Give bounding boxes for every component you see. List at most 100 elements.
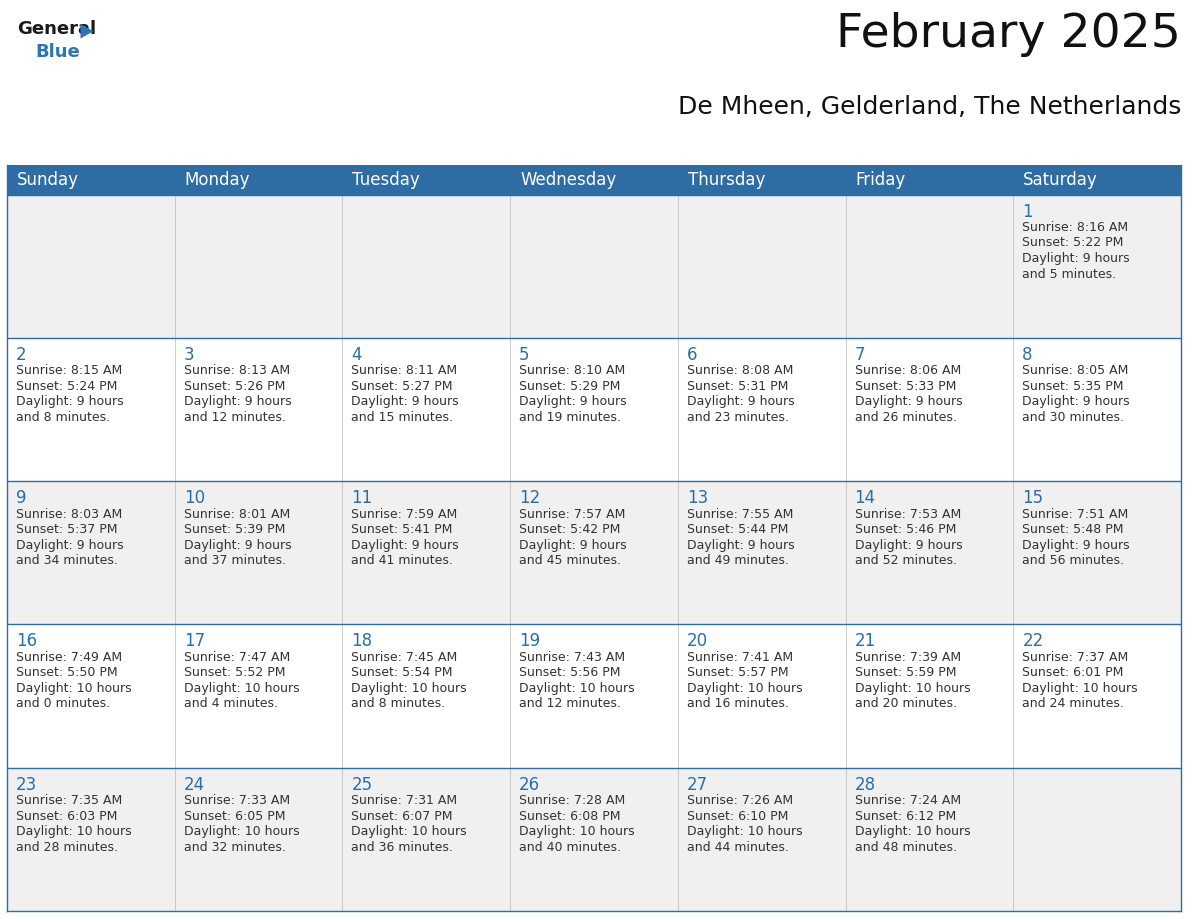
- Text: Daylight: 10 hours: Daylight: 10 hours: [184, 825, 299, 838]
- Text: Sunrise: 7:37 AM: Sunrise: 7:37 AM: [1023, 651, 1129, 664]
- Text: and 16 minutes.: and 16 minutes.: [687, 698, 789, 711]
- Text: and 8 minutes.: and 8 minutes.: [15, 410, 110, 424]
- Bar: [678, 165, 846, 195]
- Text: 26: 26: [519, 776, 541, 794]
- Text: Sunrise: 7:26 AM: Sunrise: 7:26 AM: [687, 794, 792, 807]
- Text: Daylight: 10 hours: Daylight: 10 hours: [687, 825, 802, 838]
- Text: Sunrise: 7:45 AM: Sunrise: 7:45 AM: [352, 651, 457, 664]
- Text: and 12 minutes.: and 12 minutes.: [519, 698, 621, 711]
- Text: Sunset: 5:46 PM: Sunset: 5:46 PM: [854, 523, 956, 536]
- Text: Daylight: 9 hours: Daylight: 9 hours: [1023, 396, 1130, 409]
- Text: Sunday: Sunday: [17, 171, 78, 189]
- Text: Daylight: 10 hours: Daylight: 10 hours: [519, 825, 634, 838]
- Text: Sunset: 5:33 PM: Sunset: 5:33 PM: [854, 380, 956, 393]
- Text: Sunset: 5:35 PM: Sunset: 5:35 PM: [1023, 380, 1124, 393]
- Text: and 26 minutes.: and 26 minutes.: [854, 410, 956, 424]
- Text: 17: 17: [184, 633, 204, 650]
- Text: Sunrise: 7:41 AM: Sunrise: 7:41 AM: [687, 651, 792, 664]
- Text: Sunset: 5:37 PM: Sunset: 5:37 PM: [15, 523, 118, 536]
- Text: Sunset: 5:54 PM: Sunset: 5:54 PM: [352, 666, 453, 679]
- Text: Sunrise: 8:10 AM: Sunrise: 8:10 AM: [519, 364, 625, 377]
- Text: 20: 20: [687, 633, 708, 650]
- Text: Sunset: 5:57 PM: Sunset: 5:57 PM: [687, 666, 789, 679]
- Text: Sunset: 5:27 PM: Sunset: 5:27 PM: [352, 380, 453, 393]
- Text: Friday: Friday: [855, 171, 905, 189]
- Text: Daylight: 10 hours: Daylight: 10 hours: [352, 682, 467, 695]
- Text: and 40 minutes.: and 40 minutes.: [519, 841, 621, 854]
- Text: and 34 minutes.: and 34 minutes.: [15, 554, 118, 567]
- Text: Sunset: 5:41 PM: Sunset: 5:41 PM: [352, 523, 453, 536]
- Text: 11: 11: [352, 489, 373, 507]
- Text: Daylight: 10 hours: Daylight: 10 hours: [15, 682, 132, 695]
- Text: 13: 13: [687, 489, 708, 507]
- Text: and 37 minutes.: and 37 minutes.: [184, 554, 286, 567]
- Text: Daylight: 9 hours: Daylight: 9 hours: [1023, 539, 1130, 552]
- Text: Daylight: 10 hours: Daylight: 10 hours: [854, 682, 971, 695]
- Text: Sunset: 5:22 PM: Sunset: 5:22 PM: [1023, 237, 1124, 250]
- Text: 8: 8: [1023, 346, 1032, 364]
- Text: Sunset: 6:10 PM: Sunset: 6:10 PM: [687, 810, 788, 823]
- Text: Daylight: 9 hours: Daylight: 9 hours: [184, 396, 291, 409]
- Text: Sunset: 6:08 PM: Sunset: 6:08 PM: [519, 810, 620, 823]
- Text: Daylight: 10 hours: Daylight: 10 hours: [352, 825, 467, 838]
- Bar: [7, 165, 175, 195]
- Text: Sunrise: 7:59 AM: Sunrise: 7:59 AM: [352, 508, 457, 521]
- Text: and 8 minutes.: and 8 minutes.: [352, 698, 446, 711]
- Text: Sunrise: 8:05 AM: Sunrise: 8:05 AM: [1023, 364, 1129, 377]
- Text: and 4 minutes.: and 4 minutes.: [184, 698, 278, 711]
- Text: Sunset: 5:24 PM: Sunset: 5:24 PM: [15, 380, 118, 393]
- Text: Daylight: 10 hours: Daylight: 10 hours: [1023, 682, 1138, 695]
- Text: Sunrise: 7:24 AM: Sunrise: 7:24 AM: [854, 794, 961, 807]
- Text: Sunrise: 8:11 AM: Sunrise: 8:11 AM: [352, 364, 457, 377]
- Text: 4: 4: [352, 346, 362, 364]
- Text: Sunset: 5:44 PM: Sunset: 5:44 PM: [687, 523, 788, 536]
- Text: 3: 3: [184, 346, 195, 364]
- Text: Sunrise: 8:01 AM: Sunrise: 8:01 AM: [184, 508, 290, 521]
- Text: Sunrise: 7:55 AM: Sunrise: 7:55 AM: [687, 508, 794, 521]
- Text: Monday: Monday: [184, 171, 251, 189]
- Text: Daylight: 9 hours: Daylight: 9 hours: [854, 539, 962, 552]
- Text: 25: 25: [352, 776, 373, 794]
- Text: Sunrise: 7:57 AM: Sunrise: 7:57 AM: [519, 508, 626, 521]
- Text: Daylight: 9 hours: Daylight: 9 hours: [687, 396, 795, 409]
- Text: General: General: [17, 20, 96, 38]
- Text: Sunset: 6:01 PM: Sunset: 6:01 PM: [1023, 666, 1124, 679]
- Text: Daylight: 10 hours: Daylight: 10 hours: [519, 682, 634, 695]
- Text: Daylight: 9 hours: Daylight: 9 hours: [15, 396, 124, 409]
- Text: and 12 minutes.: and 12 minutes.: [184, 410, 285, 424]
- Text: 1: 1: [1023, 203, 1032, 220]
- Bar: [7, 767, 1181, 911]
- Text: Saturday: Saturday: [1023, 171, 1098, 189]
- Text: 21: 21: [854, 633, 876, 650]
- Text: Sunset: 5:39 PM: Sunset: 5:39 PM: [184, 523, 285, 536]
- Text: Sunrise: 7:35 AM: Sunrise: 7:35 AM: [15, 794, 122, 807]
- Bar: [7, 624, 1181, 767]
- Text: Sunset: 6:07 PM: Sunset: 6:07 PM: [352, 810, 453, 823]
- Text: Wednesday: Wednesday: [520, 171, 617, 189]
- Text: Sunrise: 7:39 AM: Sunrise: 7:39 AM: [854, 651, 961, 664]
- Text: Sunrise: 8:06 AM: Sunrise: 8:06 AM: [854, 364, 961, 377]
- Text: 22: 22: [1023, 633, 1043, 650]
- Text: Sunrise: 7:28 AM: Sunrise: 7:28 AM: [519, 794, 625, 807]
- Text: 24: 24: [184, 776, 204, 794]
- Text: Sunrise: 7:51 AM: Sunrise: 7:51 AM: [1023, 508, 1129, 521]
- Text: Sunset: 5:56 PM: Sunset: 5:56 PM: [519, 666, 620, 679]
- Text: Sunset: 6:05 PM: Sunset: 6:05 PM: [184, 810, 285, 823]
- Text: Sunset: 5:29 PM: Sunset: 5:29 PM: [519, 380, 620, 393]
- Text: and 49 minutes.: and 49 minutes.: [687, 554, 789, 567]
- Text: and 48 minutes.: and 48 minutes.: [854, 841, 956, 854]
- Text: Daylight: 9 hours: Daylight: 9 hours: [854, 396, 962, 409]
- Bar: [7, 338, 1181, 481]
- Text: Sunrise: 8:08 AM: Sunrise: 8:08 AM: [687, 364, 794, 377]
- Text: 2: 2: [15, 346, 26, 364]
- Text: 27: 27: [687, 776, 708, 794]
- Text: 15: 15: [1023, 489, 1043, 507]
- Text: Sunset: 5:59 PM: Sunset: 5:59 PM: [854, 666, 956, 679]
- Polygon shape: [81, 24, 94, 39]
- Text: Sunrise: 7:49 AM: Sunrise: 7:49 AM: [15, 651, 122, 664]
- Text: Daylight: 9 hours: Daylight: 9 hours: [15, 539, 124, 552]
- Text: Daylight: 9 hours: Daylight: 9 hours: [687, 539, 795, 552]
- Text: and 32 minutes.: and 32 minutes.: [184, 841, 285, 854]
- Text: Sunset: 5:42 PM: Sunset: 5:42 PM: [519, 523, 620, 536]
- Text: 28: 28: [854, 776, 876, 794]
